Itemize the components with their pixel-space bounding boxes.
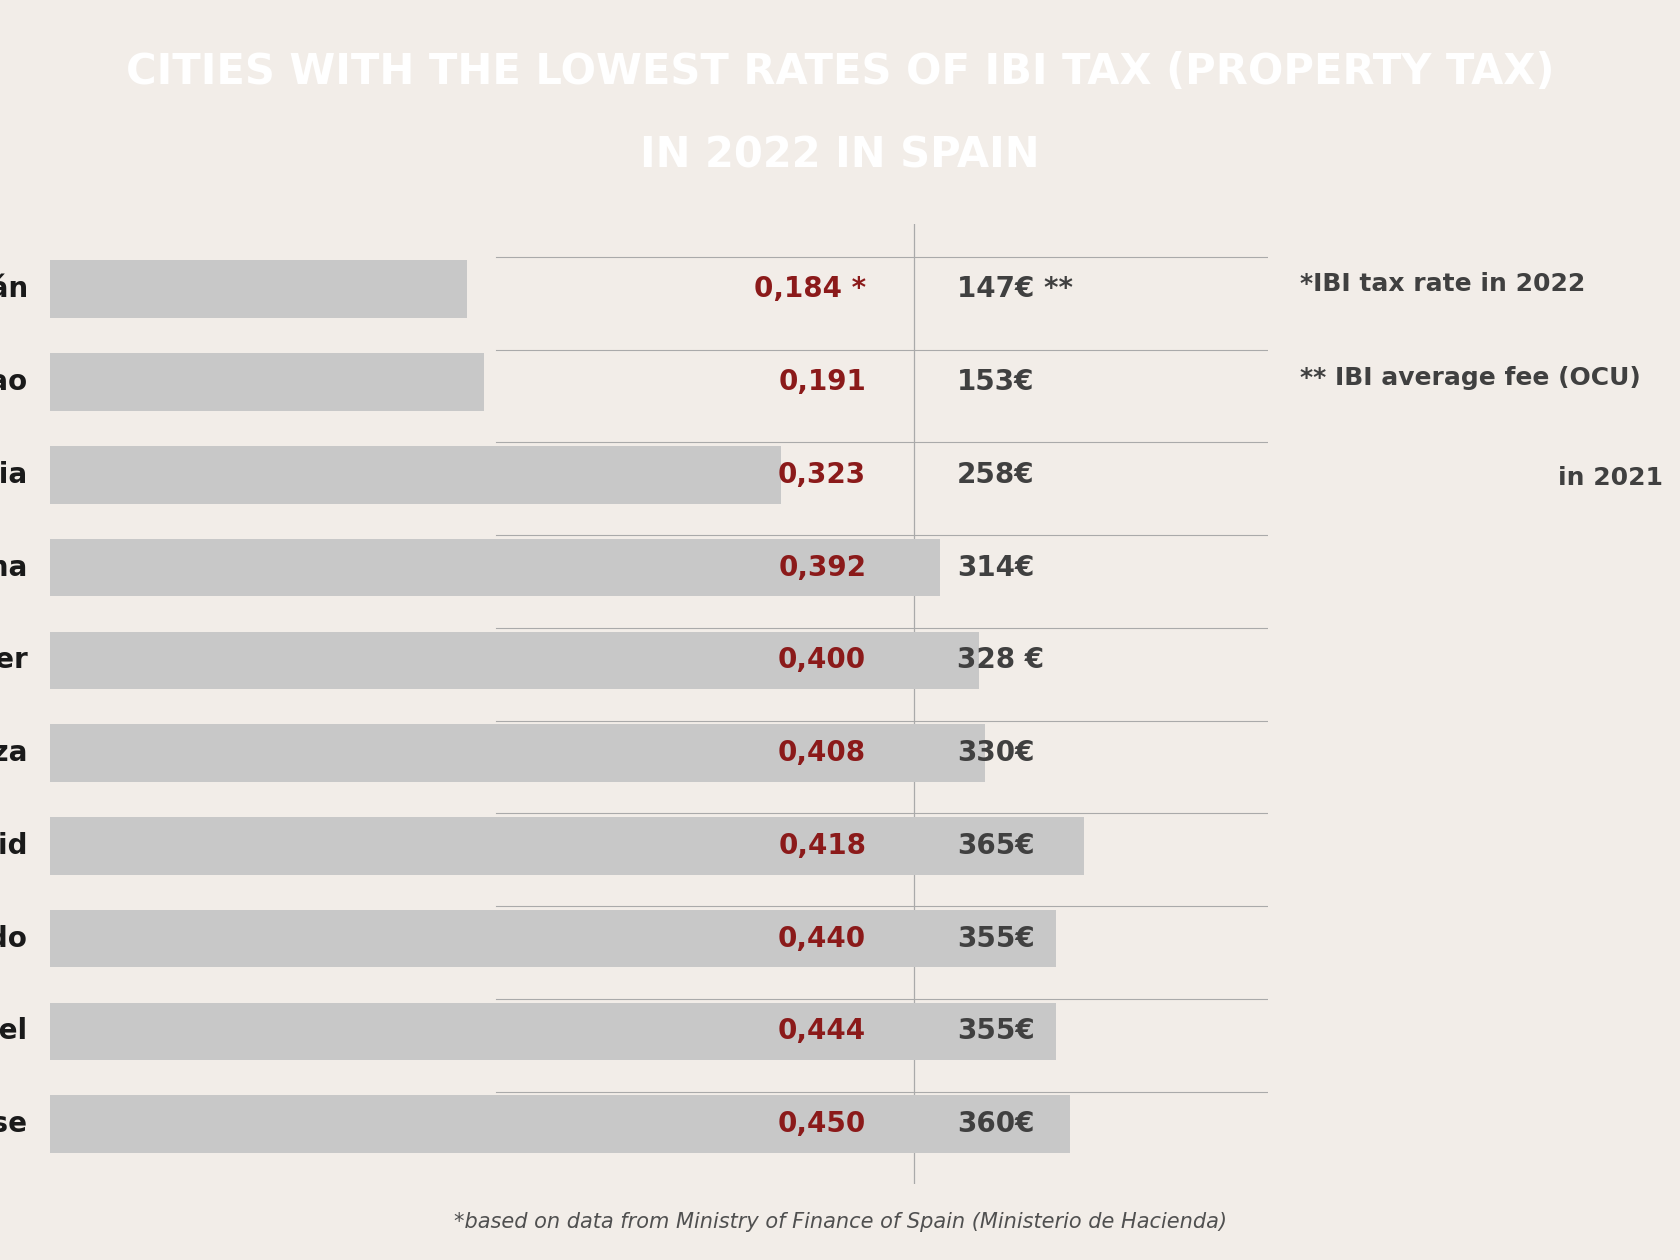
Text: 355€: 355€ [958,925,1035,953]
Text: Vitoria: Vitoria [0,461,29,489]
Text: 365€: 365€ [958,832,1035,859]
Bar [50,353,484,411]
Text: IN 2022 IN SPAIN: IN 2022 IN SPAIN [640,135,1040,176]
Bar [50,631,979,689]
Text: ** IBI average fee (OCU): ** IBI average fee (OCU) [1300,365,1641,389]
Text: 0,323: 0,323 [778,461,867,489]
Text: Bilbao: Bilbao [0,368,29,396]
Bar [50,1095,1070,1153]
Text: 360€: 360€ [958,1110,1035,1138]
Text: Ourense: Ourense [0,1110,29,1138]
Text: 0,450: 0,450 [778,1110,867,1138]
Text: 0,400: 0,400 [778,646,867,674]
Text: 355€: 355€ [958,1017,1035,1046]
Text: Teruel: Teruel [0,1017,29,1046]
Text: 0,418: 0,418 [778,832,867,859]
Text: 147€ **: 147€ ** [958,275,1074,304]
Text: Donostia-San Sebastián: Donostia-San Sebastián [0,275,29,304]
Bar [50,724,984,781]
Text: 153€: 153€ [958,368,1035,396]
Text: 0,392: 0,392 [778,553,867,582]
Text: 0,444: 0,444 [778,1017,867,1046]
Text: 0,408: 0,408 [778,740,867,767]
Text: 0,184 *: 0,184 * [754,275,867,304]
Text: 328 €: 328 € [958,646,1043,674]
Text: Pamplona: Pamplona [0,553,29,582]
Text: *IBI tax rate in 2022: *IBI tax rate in 2022 [1300,272,1586,296]
Text: Madrid: Madrid [0,832,29,859]
Text: *based on data from Ministry of Finance of Spain (Ministerio de Hacienda): *based on data from Ministry of Finance … [454,1212,1226,1232]
Bar [50,446,781,504]
Text: 0,191: 0,191 [778,368,867,396]
Text: 0,440: 0,440 [778,925,867,953]
Text: 258€: 258€ [958,461,1035,489]
Text: 330€: 330€ [958,740,1035,767]
Text: Toledo: Toledo [0,925,29,953]
Bar [50,910,1057,968]
Text: CITIES WITH THE LOWEST RATES OF IBI TAX (PROPERTY TAX): CITIES WITH THE LOWEST RATES OF IBI TAX … [126,50,1554,93]
Bar [50,539,939,596]
Bar [50,816,1084,874]
Text: Zaragoza: Zaragoza [0,740,29,767]
Bar [50,261,467,318]
Text: Santander: Santander [0,646,29,674]
Bar [50,1003,1057,1060]
Text: 314€: 314€ [958,553,1035,582]
Text: in 2021: in 2021 [1557,466,1663,490]
